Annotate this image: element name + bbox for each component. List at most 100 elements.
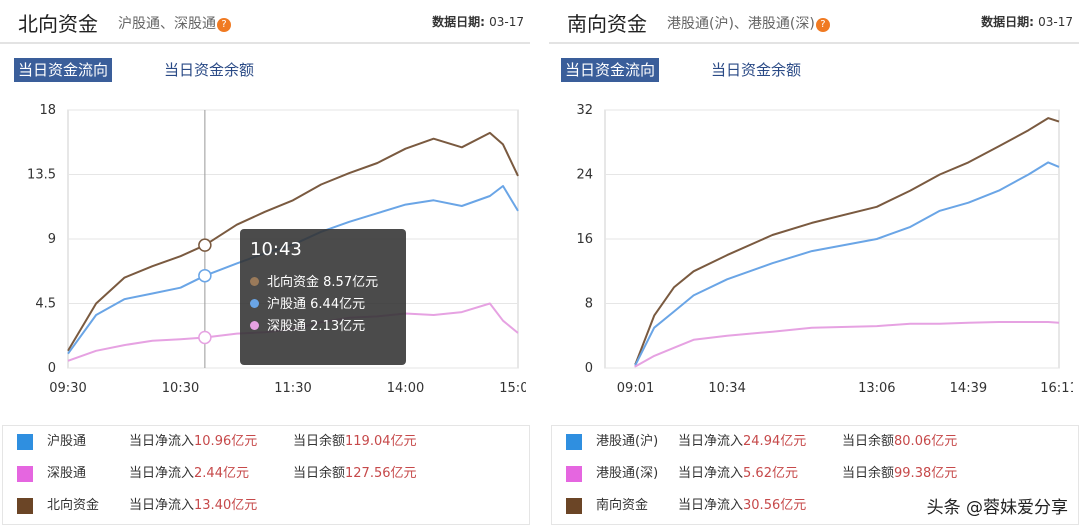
- series-line-3: [634, 321, 1060, 368]
- panel-subtitle: 沪股通、深股通?: [118, 13, 231, 33]
- inflow-label: 当日净流入: [129, 498, 195, 513]
- tooltip-label: 沪股通: [267, 297, 307, 312]
- y-tick-label: 32: [576, 103, 593, 118]
- tooltip-value: 6.44亿元: [310, 297, 366, 312]
- legend-row-south: 南向资金 当日净流入30.56亿元: [552, 491, 1078, 521]
- tab-daily-balance[interactable]: 当日资金余额: [711, 61, 802, 79]
- inflow-value: 13.40亿元: [194, 498, 258, 513]
- inflow-value: 2.44亿元: [194, 466, 249, 481]
- tab-daily-flow[interactable]: 当日资金流向: [14, 58, 113, 82]
- balance-label: 当日余额: [293, 434, 346, 449]
- legend-inflow: 当日净流入13.40亿元: [129, 491, 257, 521]
- series-line-1: [67, 131, 519, 352]
- y-tick-label: 0: [585, 361, 593, 376]
- chart-tooltip: 10:43 北向资金 8.57亿元 沪股通 6.44亿元 深股通 2.13亿元: [240, 229, 406, 365]
- date-value: 03-17: [489, 15, 524, 29]
- legend-inflow: 当日净流入10.96亿元: [129, 427, 257, 457]
- tooltip-value: 2.13亿元: [310, 319, 366, 334]
- question-icon[interactable]: ?: [815, 18, 830, 32]
- tooltip-dot-sgt: [250, 321, 259, 330]
- inflow-label: 当日净流入: [678, 498, 744, 513]
- legend-swatch: [566, 498, 582, 514]
- legend-swatch: [17, 498, 33, 514]
- series-line-1: [634, 117, 1060, 365]
- inflow-value: 5.62亿元: [743, 466, 798, 481]
- date-label: 数据日期:: [981, 15, 1034, 29]
- x-tick-label: 10:30: [162, 381, 199, 396]
- date-label: 数据日期:: [432, 15, 485, 29]
- hover-point-1: [198, 238, 212, 252]
- x-tick-label: 10:34: [708, 381, 745, 396]
- hover-point-3: [198, 330, 212, 345]
- legend-name: 沪股通: [47, 434, 87, 449]
- balance-value: 99.38亿元: [894, 466, 958, 481]
- inflow-value: 30.56亿元: [743, 498, 807, 513]
- tooltip-label: 深股通: [267, 319, 307, 334]
- northbound-chart[interactable]: 0 4.5 9 13.5 18 09:30 10:30 11:30 14:00 15:00 10:…: [6, 98, 526, 408]
- hover-point-2: [198, 268, 212, 283]
- tooltip-time: 10:43: [250, 239, 302, 260]
- y-tick-label: 9: [48, 232, 56, 247]
- balance-value: 127.56亿元: [345, 466, 417, 481]
- tooltip-row-sgt: 深股通 2.13亿元: [250, 316, 396, 338]
- legend-row-ggt-sz: 港股通(深) 当日净流入5.62亿元 当日余额99.38亿元: [552, 459, 1078, 489]
- legend-balance: 当日余额119.04亿元: [293, 427, 417, 457]
- tooltip-dot-north: [250, 277, 259, 286]
- legend-balance: 当日余额99.38亿元: [842, 459, 957, 489]
- inflow-value: 24.94亿元: [743, 434, 807, 449]
- question-icon[interactable]: ?: [217, 18, 231, 32]
- watermark: 头条 @蓉妹爱分享: [926, 498, 1068, 518]
- legend-swatch: [17, 434, 33, 450]
- legend-row-sgt: 深股通 当日净流入2.44亿元 当日余额127.56亿元: [3, 459, 529, 489]
- legend-inflow: 当日净流入5.62亿元: [678, 459, 798, 489]
- legend-row-ggt-sh: 港股通(沪) 当日净流入24.94亿元 当日余额80.06亿元: [552, 427, 1078, 457]
- tooltip-dot-hgt: [250, 299, 259, 308]
- legend-row-hgt: 沪股通 当日净流入10.96亿元 当日余额119.04亿元: [3, 427, 529, 457]
- x-tick-label: 14:39: [950, 381, 987, 396]
- legend-swatch: [566, 466, 582, 482]
- y-tick-label: 18: [39, 103, 56, 118]
- x-tick-label: 16:11: [1040, 381, 1073, 396]
- y-tick-label: 16: [576, 232, 593, 247]
- x-tick-label: 11:30: [274, 381, 311, 396]
- legend-inflow: 当日净流入30.56亿元: [678, 491, 806, 521]
- inflow-label: 当日净流入: [129, 466, 195, 481]
- inflow-label: 当日净流入: [678, 466, 744, 481]
- legend-inflow: 当日净流入2.44亿元: [129, 459, 249, 489]
- tab-daily-flow[interactable]: 当日资金流向: [561, 58, 660, 82]
- legend-balance: 当日余额80.06亿元: [842, 427, 957, 457]
- southbound-legend: 港股通(沪) 当日净流入24.94亿元 当日余额80.06亿元 港股通(深) 当…: [551, 425, 1079, 525]
- y-tick-label: 0: [48, 361, 56, 376]
- tooltip-value: 8.57亿元: [323, 275, 379, 290]
- legend-name: 深股通: [47, 466, 87, 481]
- x-tick-label: 09:30: [49, 381, 86, 396]
- data-date: 数据日期: 03-17: [981, 13, 1073, 30]
- legend-name: 北向资金: [47, 498, 100, 513]
- balance-label: 当日余额: [842, 434, 895, 449]
- southbound-chart-svg: 0 8 16 24 32 09:01 10:34 13:06 14:39 16:11: [576, 103, 1073, 396]
- inflow-value: 10.96亿元: [194, 434, 258, 449]
- legend-balance: 当日余额127.56亿元: [293, 459, 417, 489]
- x-tick-label: 14:00: [387, 381, 424, 396]
- balance-value: 80.06亿元: [894, 434, 958, 449]
- legend-swatch: [17, 466, 33, 482]
- panel-header: 南向资金 港股通(沪)、港股通(深)? 数据日期: 03-17: [549, 0, 1079, 44]
- date-value: 03-17: [1038, 15, 1073, 29]
- tooltip-label: 北向资金: [267, 275, 320, 290]
- southbound-chart[interactable]: 0 8 16 24 32 09:01 10:34 13:06 14:39 16:11: [553, 98, 1073, 408]
- y-tick-label: 4.5: [35, 297, 56, 312]
- legend-name: 港股通(沪): [596, 434, 659, 449]
- northbound-legend: 沪股通 当日净流入10.96亿元 当日余额119.04亿元 深股通 当日净流入2…: [2, 425, 530, 525]
- panel-header: 北向资金 沪股通、深股通? 数据日期: 03-17: [0, 0, 530, 44]
- balance-value: 119.04亿元: [345, 434, 417, 449]
- subtitle-text: 港股通(沪)、港股通(深): [667, 16, 815, 32]
- tooltip-row-hgt: 沪股通 6.44亿元: [250, 294, 396, 316]
- x-tick-label: 15:00: [499, 381, 526, 396]
- panel-title: 南向资金: [567, 12, 647, 36]
- subtitle-text: 沪股通、深股通: [118, 16, 216, 32]
- data-date: 数据日期: 03-17: [432, 13, 524, 30]
- panel-subtitle: 港股通(沪)、港股通(深)?: [667, 13, 830, 33]
- tab-daily-balance[interactable]: 当日资金余额: [164, 61, 255, 79]
- balance-label: 当日余额: [293, 466, 346, 481]
- y-tick-label: 24: [576, 168, 593, 183]
